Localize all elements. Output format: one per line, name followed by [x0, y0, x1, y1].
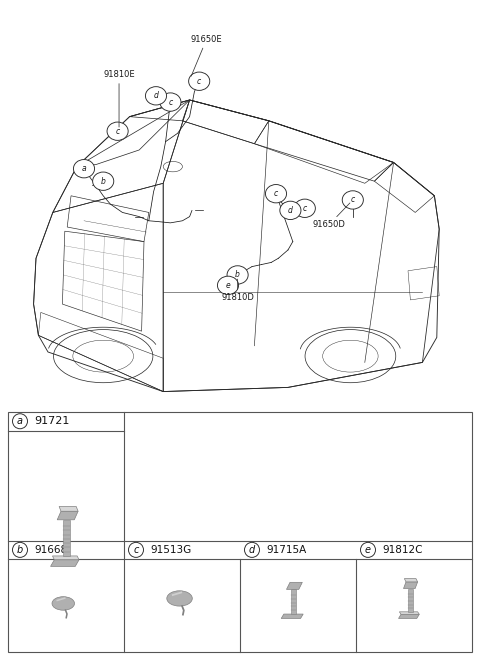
Text: 91810E: 91810E [103, 70, 135, 127]
Polygon shape [52, 556, 79, 560]
Text: b: b [235, 270, 240, 279]
Text: c: c [303, 204, 307, 213]
Text: 91668: 91668 [34, 545, 67, 555]
Text: 91721: 91721 [34, 417, 70, 426]
Text: c: c [133, 545, 139, 555]
Polygon shape [408, 588, 413, 612]
Text: d: d [249, 545, 255, 555]
Circle shape [129, 543, 144, 558]
Text: 91715A: 91715A [266, 545, 306, 555]
Text: d: d [154, 91, 158, 100]
Circle shape [280, 201, 301, 220]
Text: e: e [365, 545, 371, 555]
Circle shape [145, 87, 167, 105]
Circle shape [93, 172, 114, 190]
Polygon shape [57, 511, 78, 520]
Circle shape [107, 122, 128, 140]
Circle shape [294, 199, 315, 217]
Circle shape [244, 543, 260, 558]
Circle shape [342, 191, 363, 209]
Text: 91650D: 91650D [312, 203, 350, 230]
Circle shape [265, 184, 287, 203]
Text: c: c [274, 189, 278, 198]
Text: a: a [17, 417, 23, 426]
Ellipse shape [52, 597, 74, 610]
Circle shape [160, 93, 181, 112]
Text: 91650E: 91650E [191, 35, 222, 76]
Polygon shape [399, 612, 420, 614]
Polygon shape [398, 614, 420, 619]
Text: b: b [101, 176, 106, 186]
Circle shape [217, 276, 239, 295]
Text: 91812C: 91812C [382, 545, 422, 555]
Circle shape [73, 159, 95, 178]
Text: e: e [226, 281, 230, 290]
Text: 91513G: 91513G [150, 545, 191, 555]
Polygon shape [287, 583, 302, 589]
Text: c: c [351, 195, 355, 205]
Polygon shape [50, 560, 79, 566]
Circle shape [12, 414, 27, 429]
Circle shape [227, 266, 248, 284]
Circle shape [360, 543, 375, 558]
Ellipse shape [167, 591, 192, 606]
Polygon shape [281, 614, 303, 619]
Text: c: c [168, 98, 172, 106]
Text: 91810D: 91810D [221, 279, 254, 302]
Circle shape [189, 72, 210, 91]
Polygon shape [291, 589, 296, 614]
Circle shape [12, 543, 27, 558]
Text: c: c [116, 127, 120, 136]
Polygon shape [404, 582, 418, 588]
Text: a: a [82, 164, 86, 173]
Text: b: b [17, 545, 23, 555]
Polygon shape [404, 579, 418, 582]
Polygon shape [63, 520, 70, 556]
Text: d: d [288, 206, 293, 215]
Text: c: c [197, 77, 201, 86]
Polygon shape [59, 506, 78, 511]
